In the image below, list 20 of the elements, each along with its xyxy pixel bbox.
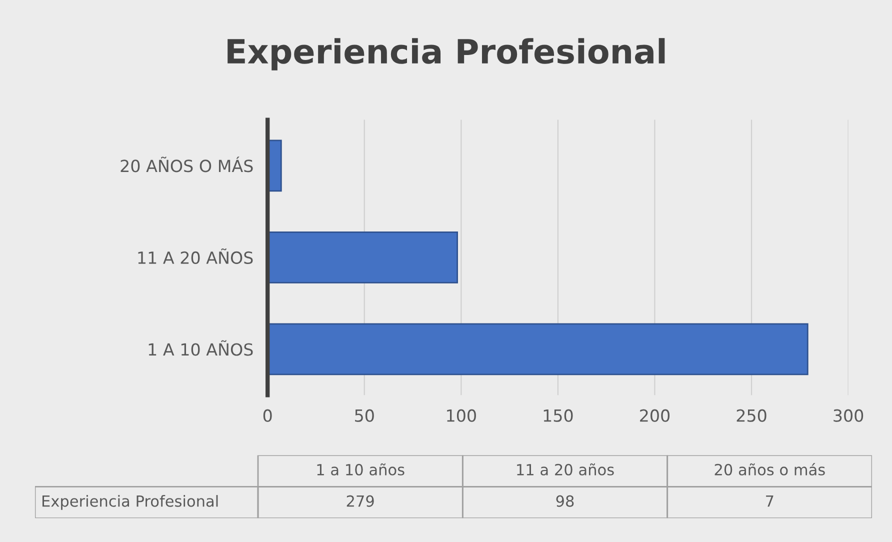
x-tick-label: 100: [447, 409, 476, 422]
x-tick-label: 150: [544, 409, 573, 422]
y-tick-label: 1 A 10 AÑOS: [148, 340, 253, 356]
text: Experiencia Profesional: [42, 495, 218, 510]
x-tick-label: 300: [834, 409, 864, 422]
text: 279: [346, 495, 374, 507]
text: 20 años o más: [714, 462, 825, 476]
bar: [268, 323, 808, 376]
text: 7: [766, 496, 774, 507]
x-tick-label: 200: [640, 409, 670, 422]
x-tick-label: 50: [355, 409, 374, 422]
x-tick-label: 0: [263, 409, 272, 422]
text: 1 a 10 años: [317, 463, 404, 476]
chart-title: Experiencia Profesional: [228, 38, 665, 70]
x-tick-label: 250: [736, 409, 766, 422]
y-tick-label: 11 A 20 AÑOS: [138, 248, 253, 264]
text: 98: [556, 495, 574, 507]
bar: [268, 232, 458, 284]
text: 11 a 20 años: [517, 463, 614, 476]
y-tick-label: 20 AÑOS O MÁS: [120, 156, 253, 172]
